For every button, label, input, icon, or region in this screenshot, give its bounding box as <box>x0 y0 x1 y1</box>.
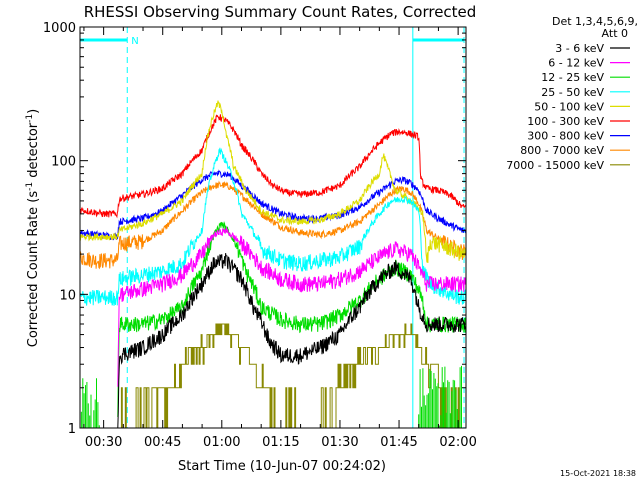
noise-region-2 <box>418 365 462 428</box>
plot-frame <box>79 26 467 429</box>
y-axis-label-part-4: -1 <box>25 114 35 123</box>
x-tick-label-0045: 00:45 <box>144 435 181 450</box>
legend-label-2: 6 - 12 keV <box>548 57 604 70</box>
series-line-25-50-kev <box>80 147 466 306</box>
chart-title: RHESSI Observing Summary Count Rates, Co… <box>84 3 477 21</box>
series-line-800-7000-kev <box>80 180 466 270</box>
series-line-6-12-kev <box>117 226 466 387</box>
legend-label-3: 12 - 25 keV <box>541 71 604 84</box>
x-tick-label-0030: 00:30 <box>85 435 122 450</box>
x-tick-label-0100: 01:00 <box>203 435 240 450</box>
y-axis-label-part-2: -1 <box>25 182 35 191</box>
legend-label-8: 800 - 7000 keV <box>520 144 604 157</box>
legend-label-5: 50 - 100 keV <box>534 100 604 113</box>
series-line-7000-15000-kev <box>118 323 466 428</box>
series-line-50-100-kev <box>80 100 466 264</box>
series-line-300-800-kev <box>80 169 466 241</box>
y-tick-label-10: 10 <box>59 288 76 303</box>
legend-label-1: 3 - 6 keV <box>555 42 604 55</box>
x-tick-label-0115: 01:15 <box>262 435 299 450</box>
footer-timestamp: 15-Oct-2021 18:38 <box>560 469 636 478</box>
y-axis-label-part-1: Corrected Count Rate (s <box>26 191 41 348</box>
x-tick-label-0130: 01:30 <box>321 435 358 450</box>
x-axis-label: Start Time (10-Jun-07 00:24:02) <box>178 459 386 474</box>
noise-region-1 <box>80 378 100 428</box>
y-axis-label: Corrected Count Rate (s-1 detector-1) <box>25 109 41 347</box>
series-line-3-6-kev <box>117 253 466 428</box>
axes: 00:30 00:45 01:00 01:15 01:30 01:45 02:00 1 10 10… <box>43 21 477 450</box>
attenuator-label-1: N <box>131 36 138 47</box>
x-tick-label-0145: 01:45 <box>380 435 417 450</box>
y-tick-label-100: 100 <box>51 155 76 170</box>
y-axis-label-part-5: ) <box>26 109 41 114</box>
legend-header-line-2: Att 0 <box>602 27 628 40</box>
legend: Det 1,3,4,5,6,9, Att 0 3 - 6 keV 6 - 12 k… <box>506 15 638 172</box>
legend-label-4: 25 - 50 keV <box>541 86 604 99</box>
legend-label-9: 7000 - 15000 keV <box>506 159 604 172</box>
legend-header-line-1: Det 1,3,4,5,6,9, <box>552 15 638 28</box>
legend-label-7: 300 - 800 keV <box>527 130 604 143</box>
series-line-100-300-kev <box>80 114 466 219</box>
x-tick-label-0200: 02:00 <box>439 435 476 450</box>
y-tick-label-1: 1 <box>68 422 76 437</box>
y-tick-label-1000: 1000 <box>43 21 76 36</box>
y-axis-label-part-3: detector <box>26 122 41 182</box>
legend-label-6: 100 - 300 keV <box>527 115 604 128</box>
plot-series-group <box>80 27 466 428</box>
plot-area: N <box>80 27 466 428</box>
